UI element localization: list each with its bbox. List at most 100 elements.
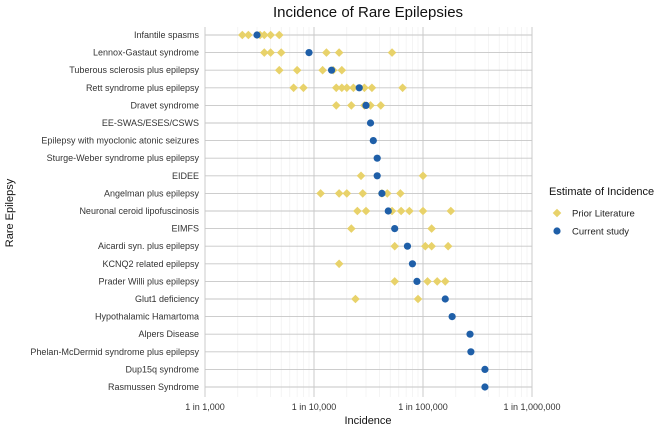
x-tick-label: 1 in 1,000	[185, 402, 225, 412]
prior-literature-point	[405, 206, 414, 216]
prior-literature-point	[421, 241, 430, 251]
prior-literature-point	[334, 48, 344, 57]
prior-literature-point	[274, 30, 284, 40]
category-label: Dup15q syndrome	[125, 364, 199, 374]
prior-literature-point	[276, 48, 286, 57]
category-label: Rett syndrome plus epilepsy	[86, 83, 200, 93]
current-study-point	[467, 348, 475, 356]
category-label: Neuronal ceroid lipofuscinosis	[79, 206, 199, 216]
current-study-point	[362, 101, 370, 109]
prior-literature-point	[260, 48, 269, 57]
prior-literature-point	[360, 83, 369, 93]
prior-literature-point	[342, 83, 352, 93]
category-labels: Infantile spasms Lennox-Gastaut syndrome T…	[30, 30, 199, 392]
category-label: Tuberous sclerosis plus epilepsy	[69, 65, 199, 75]
category-label: Rasmussen Syndrome	[108, 382, 199, 392]
prior-literature-point	[292, 65, 302, 75]
prior-literature-point	[266, 30, 275, 40]
prior-literature-point	[398, 83, 407, 93]
category-label: Lennox-Gastaut syndrome	[93, 48, 199, 58]
prior-literature-point	[387, 48, 397, 57]
prior-literature-point	[423, 277, 432, 286]
prior-literature-point	[418, 206, 428, 216]
x-tick-label: 1 in 100,000	[398, 402, 448, 412]
current-study-point	[253, 31, 261, 39]
current-study-point	[355, 84, 363, 92]
legend-key-current-study	[553, 227, 561, 235]
category-label: EIDEE	[172, 171, 199, 181]
legend-label: Prior Literature	[572, 209, 635, 220]
prior-literature-point	[427, 224, 436, 233]
category-label: Infantile spasms	[134, 30, 200, 40]
category-label: Prader Willi plus epilepsy	[98, 276, 199, 286]
prior-literature-point	[334, 189, 344, 198]
prior-literature-point	[382, 189, 392, 198]
category-label: Dravet syndrome	[130, 100, 199, 110]
prior-literature-point	[331, 83, 341, 93]
current-study-point	[481, 365, 489, 373]
category-label: Angelman plus epilepsy	[104, 188, 200, 198]
prior-literature-point	[244, 30, 253, 40]
current-study-point	[366, 119, 375, 127]
x-tick-labels: 1 in 1,000 1 in 10,000 1 in 100,000 1 in 1,…	[185, 402, 560, 412]
current-study-point	[378, 189, 386, 197]
prior-literature-point	[361, 206, 371, 216]
current-study-point	[466, 330, 474, 338]
legend-label: Current study	[572, 227, 629, 238]
prior-literature-point	[356, 171, 366, 181]
prior-literature-point	[289, 83, 298, 93]
current-study-point	[373, 172, 381, 180]
prior-literature-point	[396, 206, 406, 216]
prior-literature-point	[358, 189, 368, 198]
current-study-point	[373, 154, 381, 162]
prior-literature-point	[322, 48, 331, 57]
prior-literature-point	[266, 48, 275, 57]
category-label: EIMFS	[171, 224, 199, 234]
current-study-point	[384, 207, 392, 215]
prior-literature-point	[427, 241, 436, 251]
prior-literature-point	[443, 241, 453, 251]
category-label: Phelan-McDermid syndrome plus epilepsy	[30, 347, 199, 357]
prior-literature-point	[440, 277, 450, 286]
current-study-point	[369, 137, 377, 145]
category-label: Aicardi syn. plus epilepsy	[98, 241, 200, 251]
prior-literature-point	[337, 83, 347, 93]
chart-title: Incidence of Rare Epilepsies	[273, 4, 463, 21]
prior-literature-point	[376, 101, 386, 110]
legend: Estimate of Incidence Prior Literature Cu…	[549, 186, 654, 238]
category-label: Hypothalamic Hamartoma	[95, 312, 199, 322]
prior-literature-point	[367, 83, 377, 93]
x-tick-label: 1 in 1,000,000	[503, 402, 560, 412]
y-axis-title: Rare Epilepsy	[4, 178, 16, 247]
data-points	[238, 30, 489, 391]
current-study-point	[481, 383, 489, 391]
x-axis-title: Incidence	[344, 415, 391, 427]
prior-literature-point	[342, 189, 352, 198]
prior-literature-point	[316, 189, 325, 198]
prior-literature-point	[299, 83, 308, 93]
prior-literature-point	[337, 65, 347, 75]
prior-literature-point	[390, 241, 399, 251]
current-study-point	[448, 313, 456, 321]
current-study-point	[403, 242, 412, 250]
legend-key-prior-literature	[552, 208, 562, 218]
current-study-point	[441, 295, 449, 303]
prior-literature-point	[238, 30, 247, 40]
prior-literature-point	[353, 206, 362, 216]
prior-literature-point	[396, 189, 405, 198]
current-study-point	[408, 260, 417, 268]
prior-literature-point	[260, 30, 269, 40]
prior-literature-point	[274, 65, 284, 75]
category-label: Epilepsy with myoclonic atonic seizures	[41, 136, 199, 146]
prior-literature-point	[446, 206, 456, 216]
prior-literature-point	[349, 83, 358, 93]
prior-literature-point	[347, 224, 356, 233]
prior-literature-point	[318, 65, 327, 75]
prior-literature-point	[331, 101, 341, 110]
prior-literature-point	[413, 294, 423, 304]
category-label: Sturge-Weber syndrome plus epilepsy	[47, 153, 200, 163]
current-study-point	[413, 277, 421, 285]
current-study-point	[391, 225, 399, 233]
current-study-point	[327, 66, 336, 74]
